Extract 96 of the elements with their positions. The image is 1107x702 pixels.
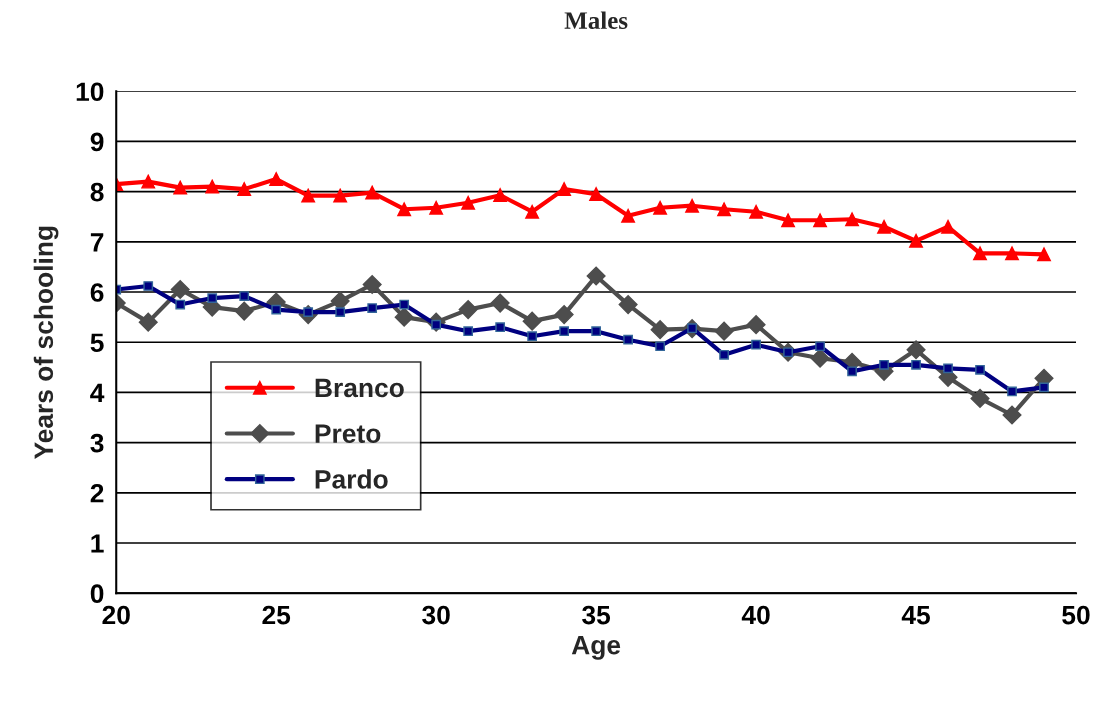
y-tick-label: 2 [90, 483, 104, 503]
point [239, 291, 250, 301]
point [461, 195, 476, 210]
point [1002, 405, 1022, 425]
point [333, 188, 348, 203]
point [525, 204, 540, 219]
y-tick-label: 1 [91, 534, 104, 553]
point [237, 182, 252, 197]
point [301, 188, 316, 203]
point [719, 349, 729, 360]
point [586, 266, 606, 286]
point [943, 363, 953, 374]
x-axis-title: Age [571, 636, 621, 660]
point [1039, 382, 1049, 393]
point [362, 274, 382, 295]
point [909, 233, 923, 248]
point [138, 312, 158, 332]
point [877, 219, 891, 234]
point [271, 304, 282, 315]
point [653, 200, 668, 215]
point [490, 293, 510, 313]
point [463, 326, 474, 337]
x-tick-label: 20 [102, 605, 130, 625]
point [746, 315, 766, 335]
point [1005, 246, 1019, 261]
point [173, 180, 188, 195]
point [970, 388, 990, 408]
point [714, 321, 734, 341]
y-tick-label: 6 [90, 283, 104, 302]
point [205, 179, 220, 194]
y-tick-label: 7 [90, 233, 104, 252]
chart-title: Males [564, 11, 628, 30]
point [623, 334, 633, 345]
y-tick-label: 5 [90, 333, 104, 353]
point [554, 305, 574, 325]
point [591, 326, 601, 337]
x-tick-label: 35 [582, 605, 611, 625]
point [493, 188, 508, 203]
point [618, 295, 638, 315]
point [365, 185, 380, 200]
point [143, 281, 154, 291]
point [845, 212, 860, 227]
point [207, 293, 218, 303]
point [847, 366, 857, 377]
x-tick-label: 50 [1062, 605, 1090, 625]
y-tick-label: 3 [90, 433, 104, 453]
point [815, 341, 825, 352]
x-tick-label: 45 [901, 605, 930, 625]
point [1007, 386, 1017, 397]
point [813, 213, 828, 228]
point [495, 322, 506, 333]
point [335, 307, 346, 317]
point [650, 320, 670, 340]
point [749, 204, 764, 219]
legend-label: Preto [315, 424, 381, 443]
point [879, 359, 889, 370]
point [810, 348, 830, 368]
point [973, 246, 987, 261]
point [399, 299, 410, 310]
point [394, 307, 414, 327]
point [975, 364, 985, 375]
y-tick-label: 10 [76, 82, 104, 102]
point [559, 326, 569, 337]
point [397, 202, 412, 217]
point [175, 299, 186, 310]
point [1037, 247, 1051, 262]
point [458, 300, 478, 320]
point [141, 174, 156, 189]
point [367, 303, 378, 313]
point [429, 200, 444, 215]
point [234, 301, 254, 321]
point [269, 172, 284, 187]
x-tick-label: 40 [741, 605, 770, 625]
x-tick-label: 30 [422, 605, 450, 625]
point [911, 359, 921, 370]
y-tick-label: 9 [90, 132, 104, 152]
point [527, 331, 537, 342]
point [621, 208, 636, 223]
point [557, 182, 572, 197]
point [941, 219, 955, 234]
point [522, 311, 542, 331]
y-tick-label: 0 [90, 584, 104, 604]
point [655, 341, 665, 352]
legend-label: Pardo [315, 469, 388, 489]
y-axis-title: Years of schooling [33, 226, 59, 460]
y-tick-label: 8 [90, 182, 104, 202]
point [685, 198, 700, 213]
point [751, 339, 761, 350]
y-tick-label: 4 [90, 383, 105, 402]
point [589, 187, 604, 202]
legend-label: Branco [315, 378, 404, 398]
x-tick-label: 25 [262, 605, 291, 625]
point [717, 202, 732, 217]
point [906, 340, 926, 360]
point [781, 213, 796, 228]
point [170, 279, 190, 300]
